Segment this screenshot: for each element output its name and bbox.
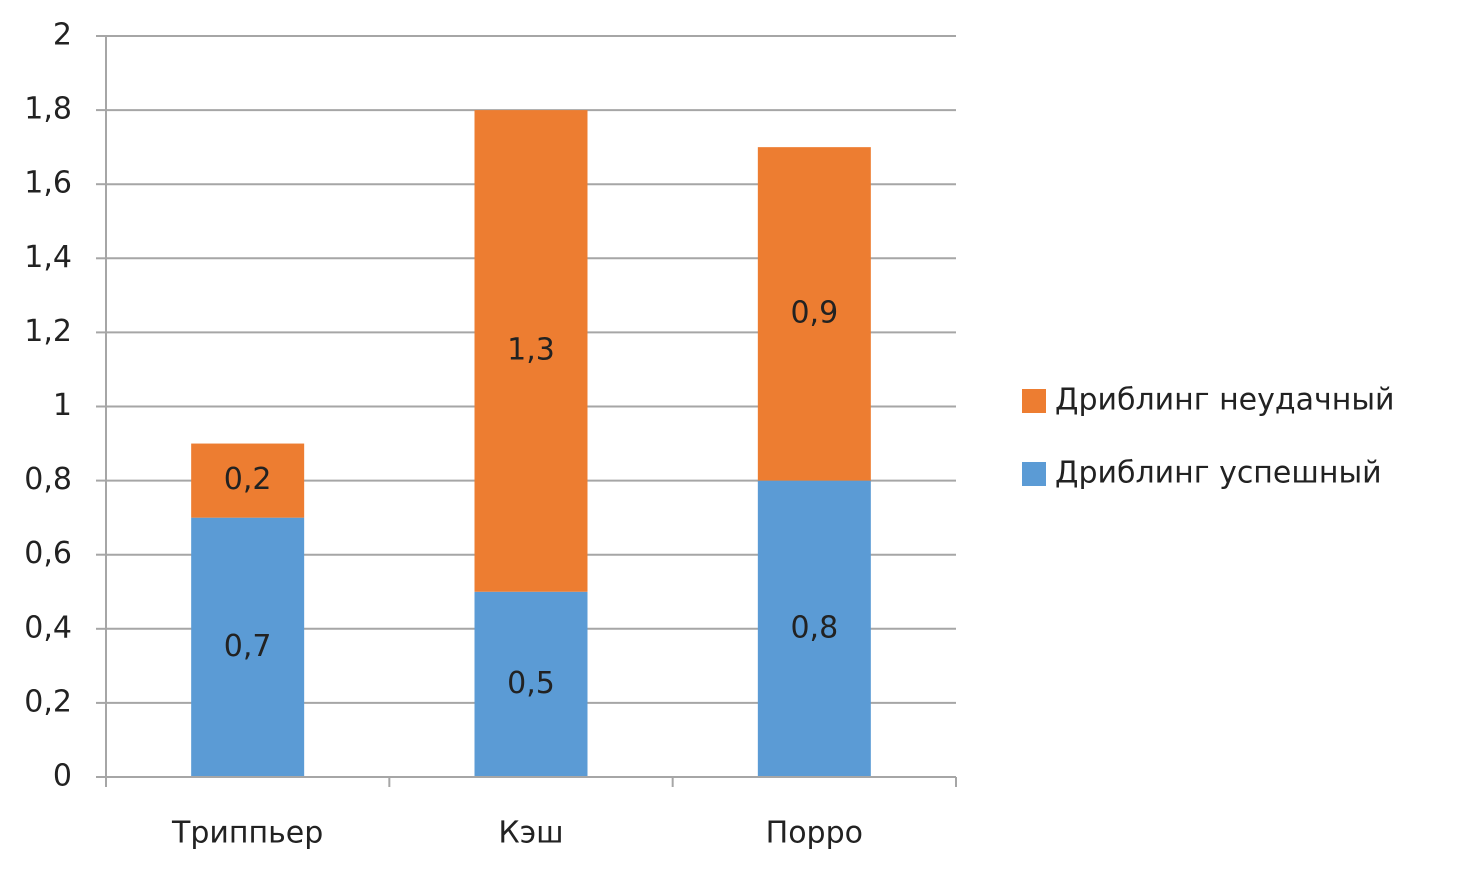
data-label: 0,5: [507, 666, 555, 701]
bar-segment: [757, 480, 871, 777]
bar-segment: [191, 443, 305, 518]
bar-segment: [474, 591, 588, 777]
y-tick-label: 0: [53, 759, 72, 794]
bar-segment: [191, 517, 305, 777]
legend-label: Дриблинг неудачный: [1055, 383, 1395, 418]
data-label: 0,8: [790, 610, 838, 645]
y-tick-label: 1,2: [24, 314, 72, 349]
y-tick-label: 1,8: [24, 92, 72, 127]
y-tick-label: 1,4: [24, 240, 72, 275]
data-label: 0,7: [224, 629, 272, 664]
y-tick-label: 2: [53, 18, 72, 53]
x-tick-label: Триппьер: [171, 816, 323, 851]
data-label: 1,3: [507, 332, 555, 367]
data-label: 0,2: [224, 462, 272, 497]
data-label: 0,9: [790, 295, 838, 330]
y-tick-label: 1,6: [24, 166, 72, 201]
x-tick-label: Порро: [766, 816, 863, 851]
legend-label: Дриблинг успешный: [1055, 456, 1382, 491]
legend-swatch: [1022, 462, 1046, 486]
y-tick-label: 1: [53, 388, 72, 423]
bar-segment: [757, 147, 871, 481]
y-tick-label: 0,6: [24, 536, 72, 571]
y-tick-label: 0,4: [24, 610, 72, 645]
y-tick-label: 0,2: [24, 684, 72, 719]
x-tick-label: Кэш: [498, 816, 563, 851]
legend-swatch: [1022, 389, 1046, 413]
y-tick-label: 0,8: [24, 462, 72, 497]
bar-segment: [474, 110, 588, 592]
